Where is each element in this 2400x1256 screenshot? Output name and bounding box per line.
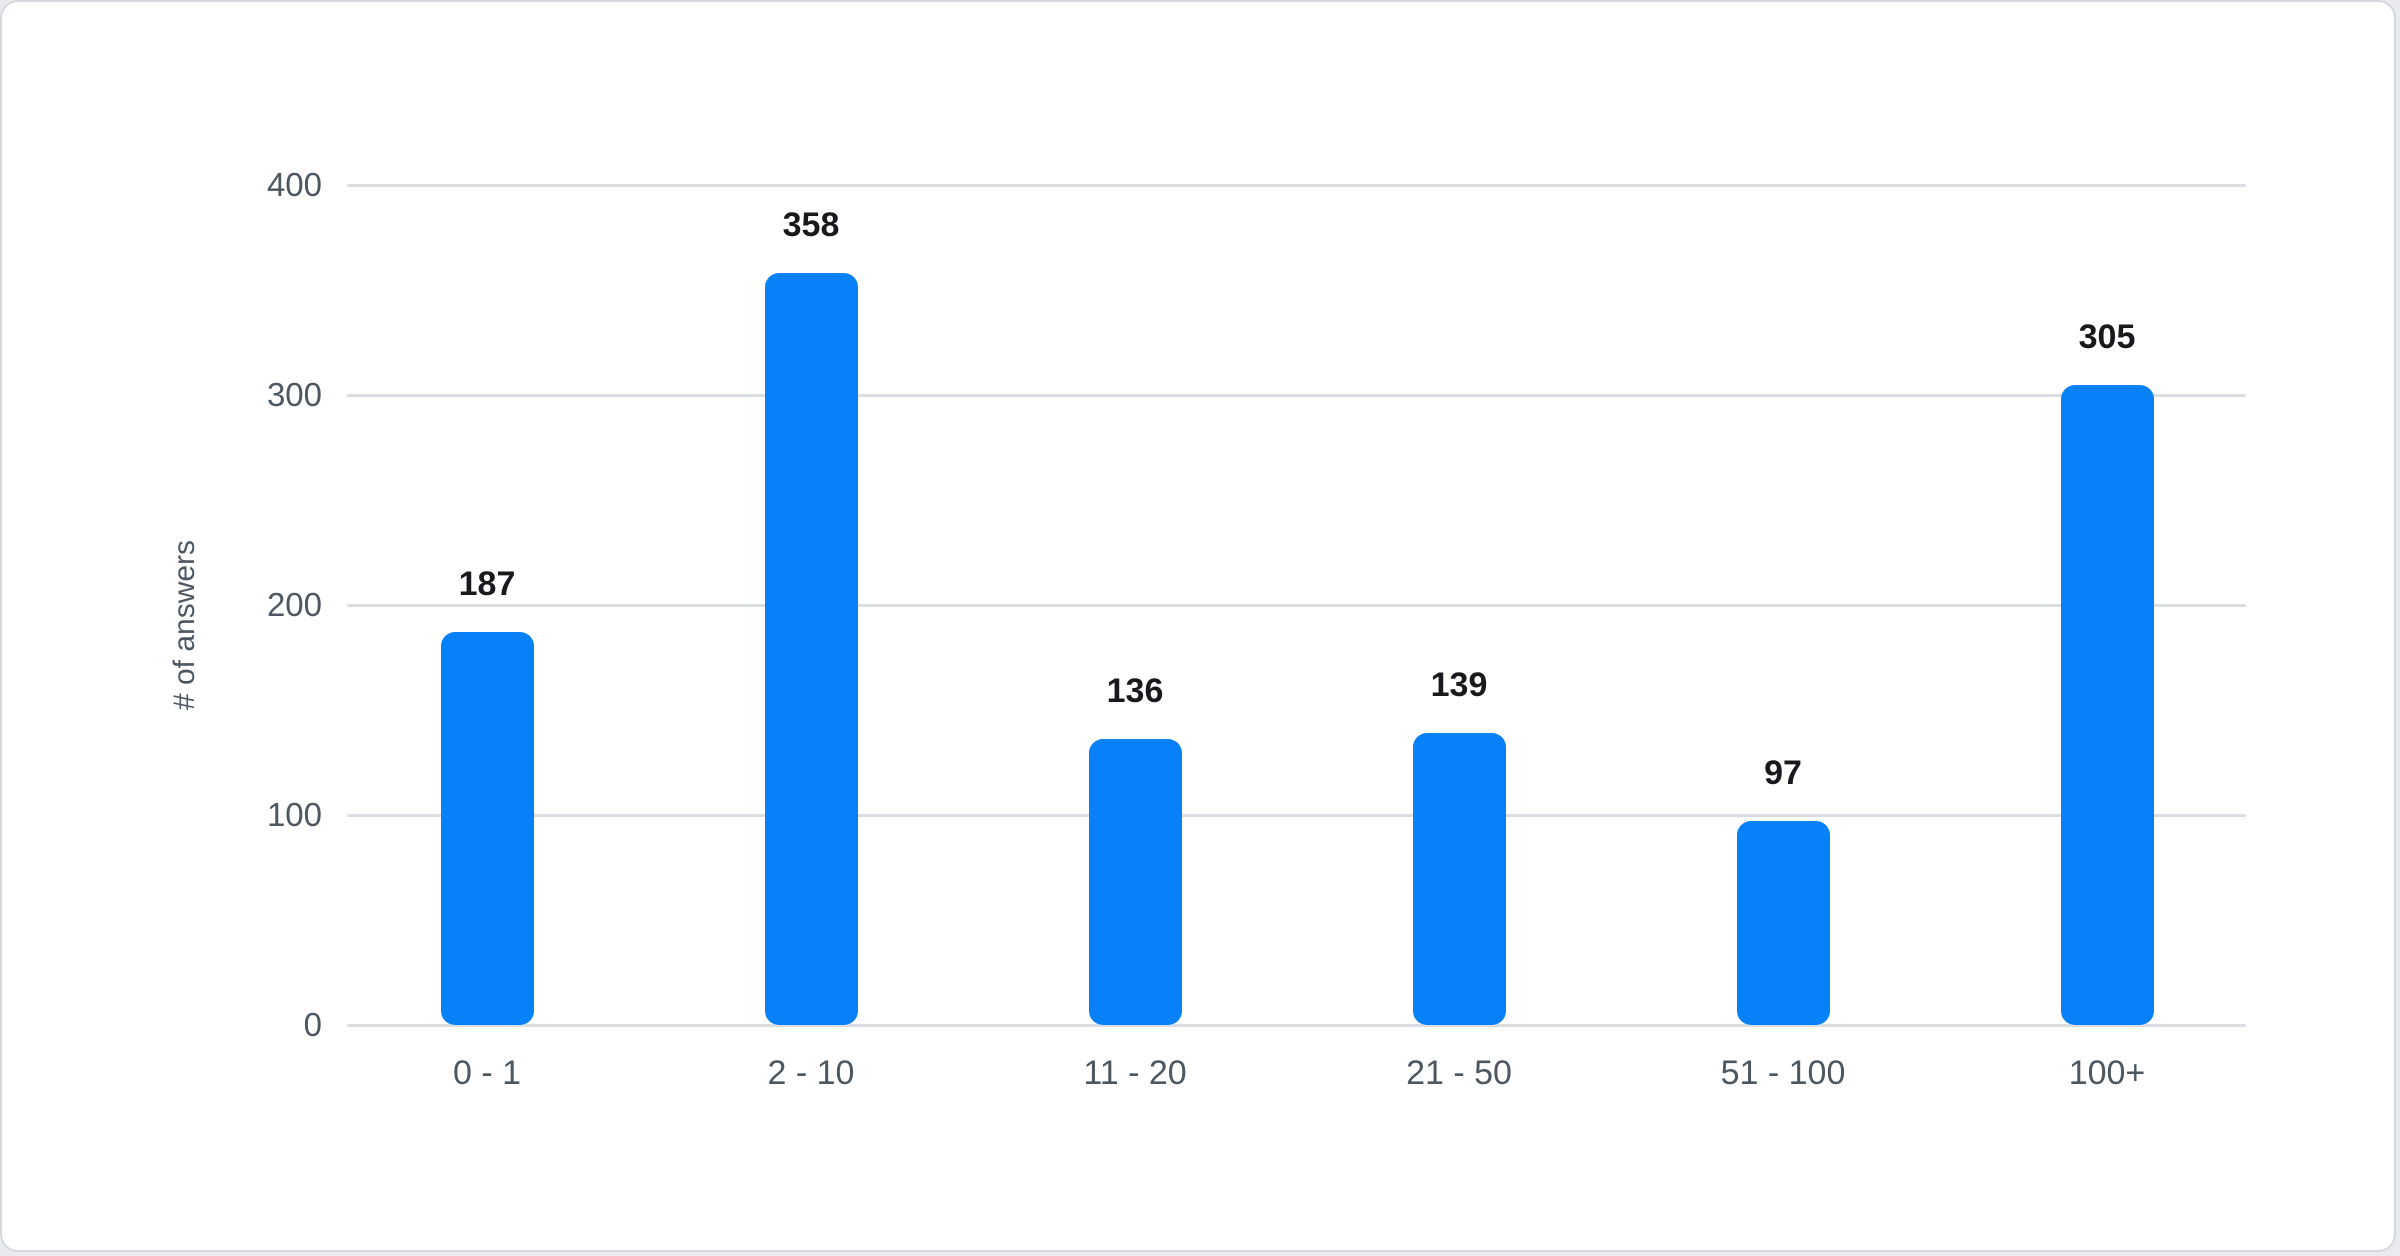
bar (1736, 821, 1830, 1025)
gridline-y-0 (347, 1023, 2246, 1027)
bar-value-label: 136 (1106, 672, 1164, 711)
gridline-y-200 (347, 603, 2246, 607)
bar (440, 632, 534, 1025)
x-tick-label: 51 - 100 (1720, 1054, 1846, 1092)
bar-value-label: 97 (1764, 754, 1802, 793)
gridline-y-100 (347, 813, 2246, 817)
bar-value-label: 305 (2078, 317, 2136, 356)
x-tick-label: 100+ (2068, 1054, 2146, 1092)
bar-column-2-10: 358 2 - 10 (681, 185, 941, 1092)
bar-value-label: 139 (1430, 666, 1488, 705)
bar-column-0-1: 187 0 - 1 (357, 185, 617, 1092)
bar (2060, 384, 2154, 1025)
y-tick-label: 400 (266, 166, 322, 203)
y-tick-label: 0 (303, 1006, 322, 1043)
plot-area: 0 100 200 300 400 187 0 - 1 358 2 - 10 136 11 - 20… (267, 166, 2246, 1092)
x-tick-label: 0 - 1 (452, 1054, 522, 1092)
bar-column-11-20: 136 11 - 20 (1005, 185, 1265, 1092)
bar-column-100+: 305 100+ (1977, 185, 2237, 1092)
x-tick-label: 21 - 50 (1406, 1054, 1512, 1092)
y-tick-label: 200 (266, 586, 322, 623)
bar-column-51-100: 97 51 - 100 (1653, 185, 1913, 1092)
bar (1088, 739, 1182, 1025)
bar-column-21-50: 139 21 - 50 (1329, 185, 1589, 1092)
gridline-y-400 (347, 183, 2246, 187)
bar (764, 273, 858, 1025)
y-tick-label: 100 (266, 796, 322, 833)
bar-value-label: 358 (782, 206, 840, 245)
gridline-y-300 (347, 393, 2246, 397)
y-tick-label: 300 (266, 376, 322, 413)
y-axis-title: # of answers (168, 539, 201, 711)
x-tick-label: 2 - 10 (767, 1054, 855, 1092)
bar-value-label: 187 (458, 565, 516, 604)
bar (1412, 733, 1506, 1025)
x-tick-label: 11 - 20 (1083, 1054, 1187, 1092)
